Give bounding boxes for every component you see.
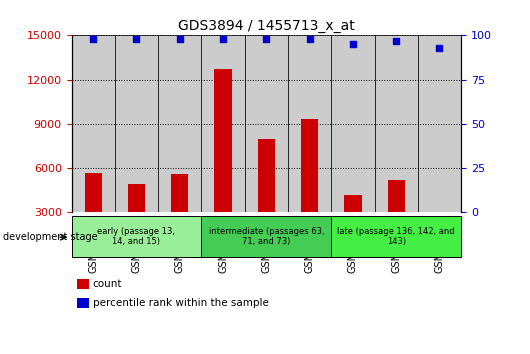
- Point: [132, 36, 141, 42]
- Point: [435, 45, 444, 51]
- Bar: [171, 174, 189, 257]
- Bar: [344, 195, 361, 257]
- Bar: [331, 35, 375, 212]
- Bar: [431, 252, 448, 257]
- Bar: [214, 69, 232, 257]
- Bar: [201, 35, 245, 212]
- Point: [262, 36, 270, 42]
- Text: late (passage 136, 142, and
143): late (passage 136, 142, and 143): [338, 227, 455, 246]
- Bar: [85, 172, 102, 257]
- Bar: [201, 216, 331, 257]
- Text: intermediate (passages 63,
71, and 73): intermediate (passages 63, 71, and 73): [208, 227, 324, 246]
- Bar: [72, 35, 115, 212]
- Bar: [158, 35, 201, 212]
- Title: GDS3894 / 1455713_x_at: GDS3894 / 1455713_x_at: [178, 19, 355, 33]
- Bar: [301, 120, 318, 257]
- Bar: [288, 35, 331, 212]
- Bar: [418, 35, 461, 212]
- Text: early (passage 13,
14, and 15): early (passage 13, 14, and 15): [98, 227, 175, 246]
- Point: [349, 41, 357, 47]
- Bar: [245, 35, 288, 212]
- Text: count: count: [93, 279, 122, 289]
- Point: [392, 38, 401, 44]
- Bar: [387, 180, 405, 257]
- Bar: [258, 139, 275, 257]
- Point: [219, 36, 227, 42]
- Bar: [72, 216, 201, 257]
- Bar: [331, 216, 461, 257]
- Bar: [128, 184, 145, 257]
- Point: [175, 36, 184, 42]
- Bar: [375, 35, 418, 212]
- Text: development stage: development stage: [3, 232, 98, 242]
- Point: [89, 36, 98, 42]
- Point: [305, 36, 314, 42]
- Bar: [115, 35, 158, 212]
- Text: percentile rank within the sample: percentile rank within the sample: [93, 298, 269, 308]
